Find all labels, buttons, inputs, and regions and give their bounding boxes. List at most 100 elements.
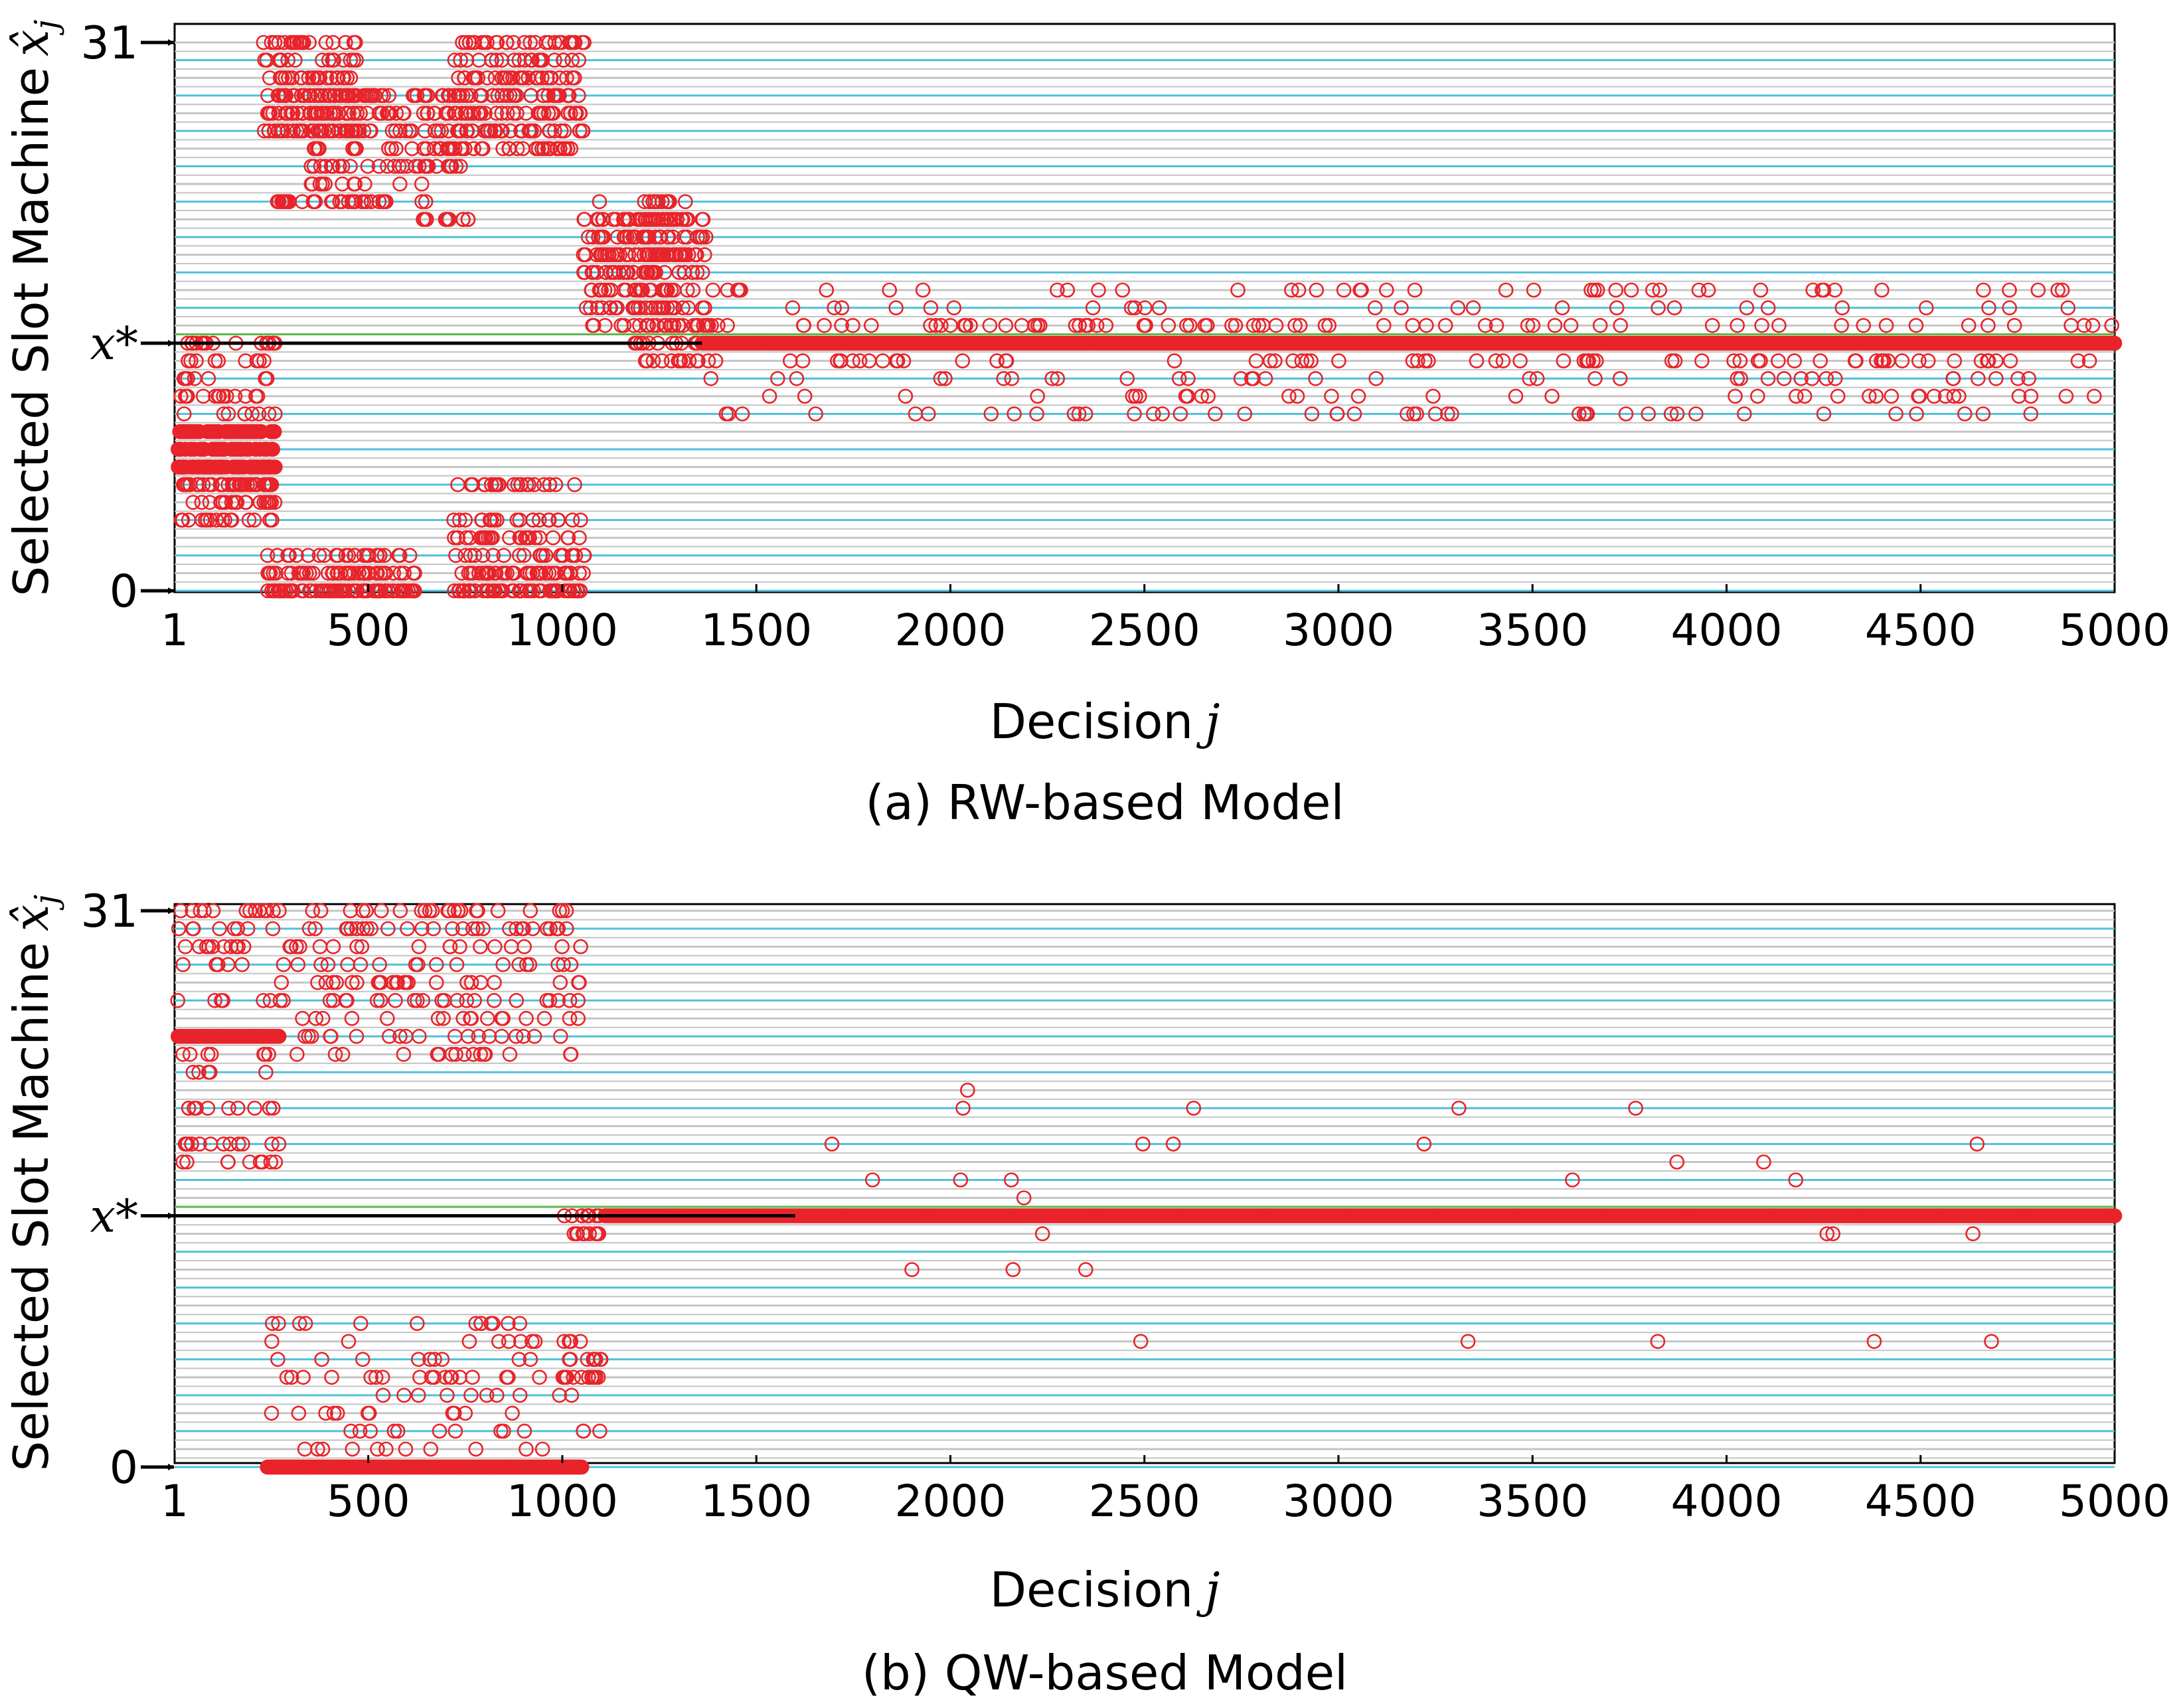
data-point [933, 317, 949, 333]
data-point [789, 370, 805, 386]
data-point [1973, 353, 1989, 368]
data-point [1911, 388, 1926, 404]
data-point [463, 583, 479, 599]
data-point [1771, 353, 1786, 368]
data-point [465, 70, 481, 86]
data-point [671, 353, 687, 368]
data-point [347, 176, 363, 192]
data-point [1489, 317, 1504, 333]
data-point [1612, 370, 1628, 386]
data-point [574, 1459, 590, 1475]
data-point [558, 566, 573, 581]
data-point [351, 123, 367, 139]
data-point [289, 548, 304, 564]
data-point [2002, 282, 2017, 298]
data-point [963, 317, 978, 333]
data-point [2087, 388, 2102, 404]
data-point [1230, 282, 1246, 298]
data-point [337, 583, 353, 599]
data-point [291, 35, 307, 50]
data-point [208, 512, 224, 528]
data-point [473, 530, 489, 546]
data-point [491, 477, 507, 493]
data-point [271, 1028, 287, 1044]
data-point [511, 52, 527, 68]
data-point [638, 300, 654, 316]
data-point [227, 495, 243, 510]
data-point [420, 159, 436, 174]
data-point [173, 512, 189, 528]
data-point [1294, 353, 1310, 368]
data-point [937, 370, 953, 386]
data-point [309, 141, 325, 157]
data-point [1367, 300, 1383, 316]
data-point [460, 212, 476, 227]
data-point [173, 388, 189, 404]
data-point [1407, 282, 1423, 298]
data-point [324, 194, 339, 210]
data-point [555, 548, 571, 564]
data-point [797, 388, 813, 404]
data-point [657, 265, 673, 280]
data-point [280, 194, 295, 210]
data-point [259, 370, 275, 386]
data-point [1547, 317, 1563, 333]
data-point [1666, 300, 1682, 316]
data-point [586, 317, 602, 333]
data-point [783, 353, 798, 368]
data-point [446, 512, 461, 528]
data-point [376, 194, 392, 210]
data-point [1136, 317, 1152, 333]
data-point [467, 35, 482, 50]
data-point [1797, 388, 1813, 404]
data-point [396, 583, 412, 599]
data-point [1694, 353, 1710, 368]
data-point [1589, 282, 1605, 298]
data-point [1911, 353, 1927, 368]
data-point [270, 548, 285, 564]
data-point [321, 52, 337, 68]
data-point [685, 282, 701, 298]
data-point [538, 548, 554, 564]
data-point [453, 52, 468, 68]
data-point [606, 212, 621, 227]
data-point [590, 212, 606, 227]
data-point [267, 35, 283, 50]
data-point [1246, 317, 1261, 333]
data-point [1609, 300, 1625, 316]
data-point [1760, 370, 1776, 386]
x-tick-label: 1000 [507, 605, 618, 656]
data-point [1728, 388, 1743, 404]
data-point [1299, 353, 1315, 368]
data-point [928, 317, 943, 333]
data-point [483, 530, 499, 546]
data-point [1125, 388, 1141, 404]
data-point [1194, 388, 1209, 404]
data-point [388, 141, 404, 157]
data-point [1700, 282, 1716, 298]
data-point [467, 583, 483, 599]
data-point [270, 88, 286, 104]
data-point [923, 317, 938, 333]
data-point [494, 52, 510, 68]
data-point [560, 106, 576, 121]
data-point [1309, 282, 1325, 298]
data-point [404, 141, 420, 157]
data-point [1007, 406, 1022, 422]
data-point [303, 159, 319, 174]
data-point [1951, 388, 1967, 404]
data-point [273, 583, 289, 599]
data-point [645, 317, 661, 333]
data-point [487, 123, 503, 139]
data-point [540, 141, 556, 157]
data-point [285, 88, 301, 104]
data-point [1324, 388, 1339, 404]
data-point [1754, 317, 1769, 333]
data-point [1268, 317, 1284, 333]
data-point [532, 548, 548, 564]
x-tick-label: 4500 [1865, 1476, 1977, 1527]
data-point [1856, 317, 1871, 333]
data-point [287, 35, 302, 50]
x-tick-label: 3000 [1283, 1476, 1394, 1527]
data-point [1178, 388, 1194, 404]
